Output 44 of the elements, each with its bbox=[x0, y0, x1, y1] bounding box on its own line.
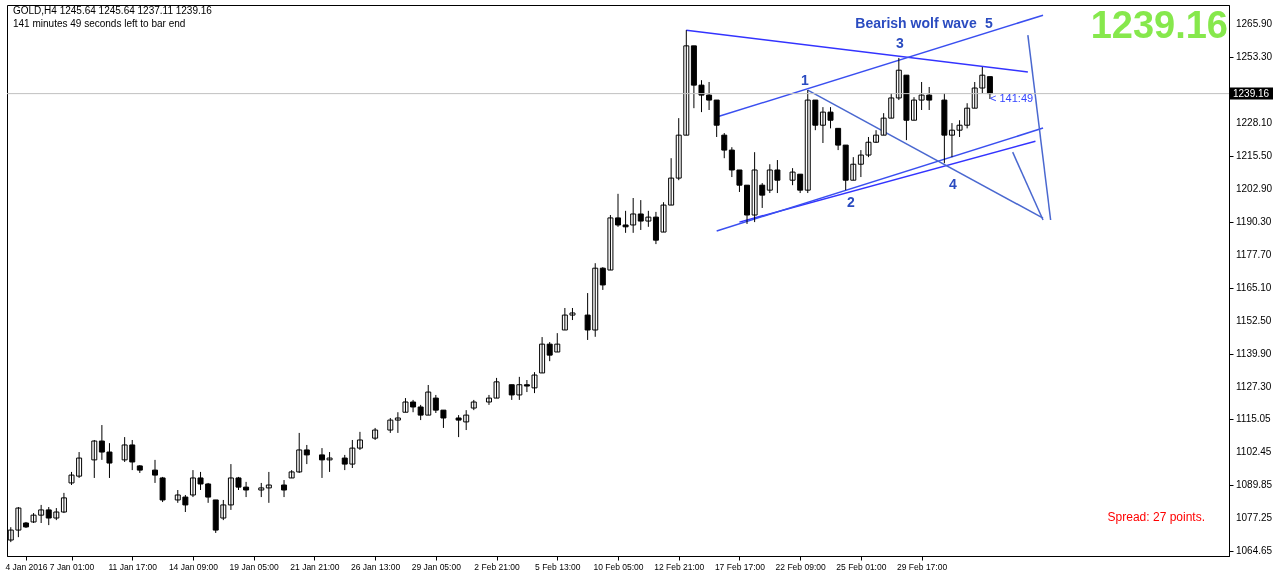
annotation: < 141:49 bbox=[990, 92, 1034, 104]
y-tick-label: 1215.50 bbox=[1236, 149, 1273, 161]
annotation: 2 bbox=[847, 194, 856, 210]
y-tick-label: 1127.30 bbox=[1236, 380, 1272, 392]
x-tick-label: 5 Feb 13:00 bbox=[535, 561, 581, 572]
chart-title: GOLD,H4 1245.64 1245.64 1237.11 1239.16 bbox=[13, 5, 213, 16]
x-tick-label: 17 Feb 17:00 bbox=[714, 561, 766, 572]
x-tick-label: 7 Jan 01:00 bbox=[49, 561, 95, 572]
x-tick-label: 21 Jan 21:00 bbox=[290, 561, 340, 572]
x-tick-label: 29 Jan 05:00 bbox=[411, 561, 462, 572]
x-tick-label: 14 Jan 09:00 bbox=[168, 561, 219, 572]
x-tick-label: 12 Feb 21:00 bbox=[654, 561, 705, 572]
x-tick-label: 11 Jan 17:00 bbox=[108, 561, 158, 572]
y-tick-label: 1165.10 bbox=[1236, 281, 1272, 293]
annotation: 5 bbox=[985, 15, 994, 31]
ref-line-label: 1239.16 bbox=[1233, 87, 1270, 99]
annotation: 1239.16 bbox=[1090, 4, 1228, 46]
x-tick-label: 4 Jan 2016 bbox=[5, 561, 48, 572]
y-tick-label: 1253.30 bbox=[1236, 50, 1273, 62]
x-tick-label: 2 Feb 21:00 bbox=[474, 561, 521, 572]
y-tick-label: 1115.05 bbox=[1236, 412, 1272, 424]
y-tick-label: 1064.65 bbox=[1236, 544, 1273, 556]
x-tick-label: 22 Feb 09:00 bbox=[775, 561, 826, 572]
y-tick-label: 1139.90 bbox=[1236, 347, 1272, 359]
annotation: 3 bbox=[896, 35, 905, 51]
x-tick-label: 29 Feb 17:00 bbox=[897, 561, 948, 572]
y-tick-label: 1228.10 bbox=[1236, 116, 1273, 128]
y-tick-label: 1089.85 bbox=[1236, 478, 1273, 490]
annotation: Spread: 27 points. bbox=[1107, 510, 1205, 524]
x-tick-label: 19 Jan 05:00 bbox=[229, 561, 280, 572]
annotation: 1 bbox=[801, 72, 810, 88]
text: 141 minutes 49 seconds left to bar end bbox=[13, 18, 186, 29]
y-tick-label: 1177.70 bbox=[1236, 248, 1272, 260]
y-tick-label: 1152.50 bbox=[1236, 314, 1272, 326]
annotation: 4 bbox=[949, 176, 958, 192]
y-tick-label: 1265.90 bbox=[1236, 17, 1273, 29]
y-tick-label: 1077.25 bbox=[1236, 511, 1273, 523]
annotation: Bearish wolf wave bbox=[855, 15, 977, 31]
y-tick-label: 1190.30 bbox=[1236, 215, 1272, 227]
y-tick-label: 1102.45 bbox=[1236, 445, 1272, 457]
x-tick-label: 26 Jan 13:00 bbox=[351, 561, 401, 572]
x-tick-label: 25 Feb 01:00 bbox=[836, 561, 887, 572]
y-tick-label: 1202.90 bbox=[1236, 182, 1273, 194]
x-tick-label: 10 Feb 05:00 bbox=[593, 561, 644, 572]
